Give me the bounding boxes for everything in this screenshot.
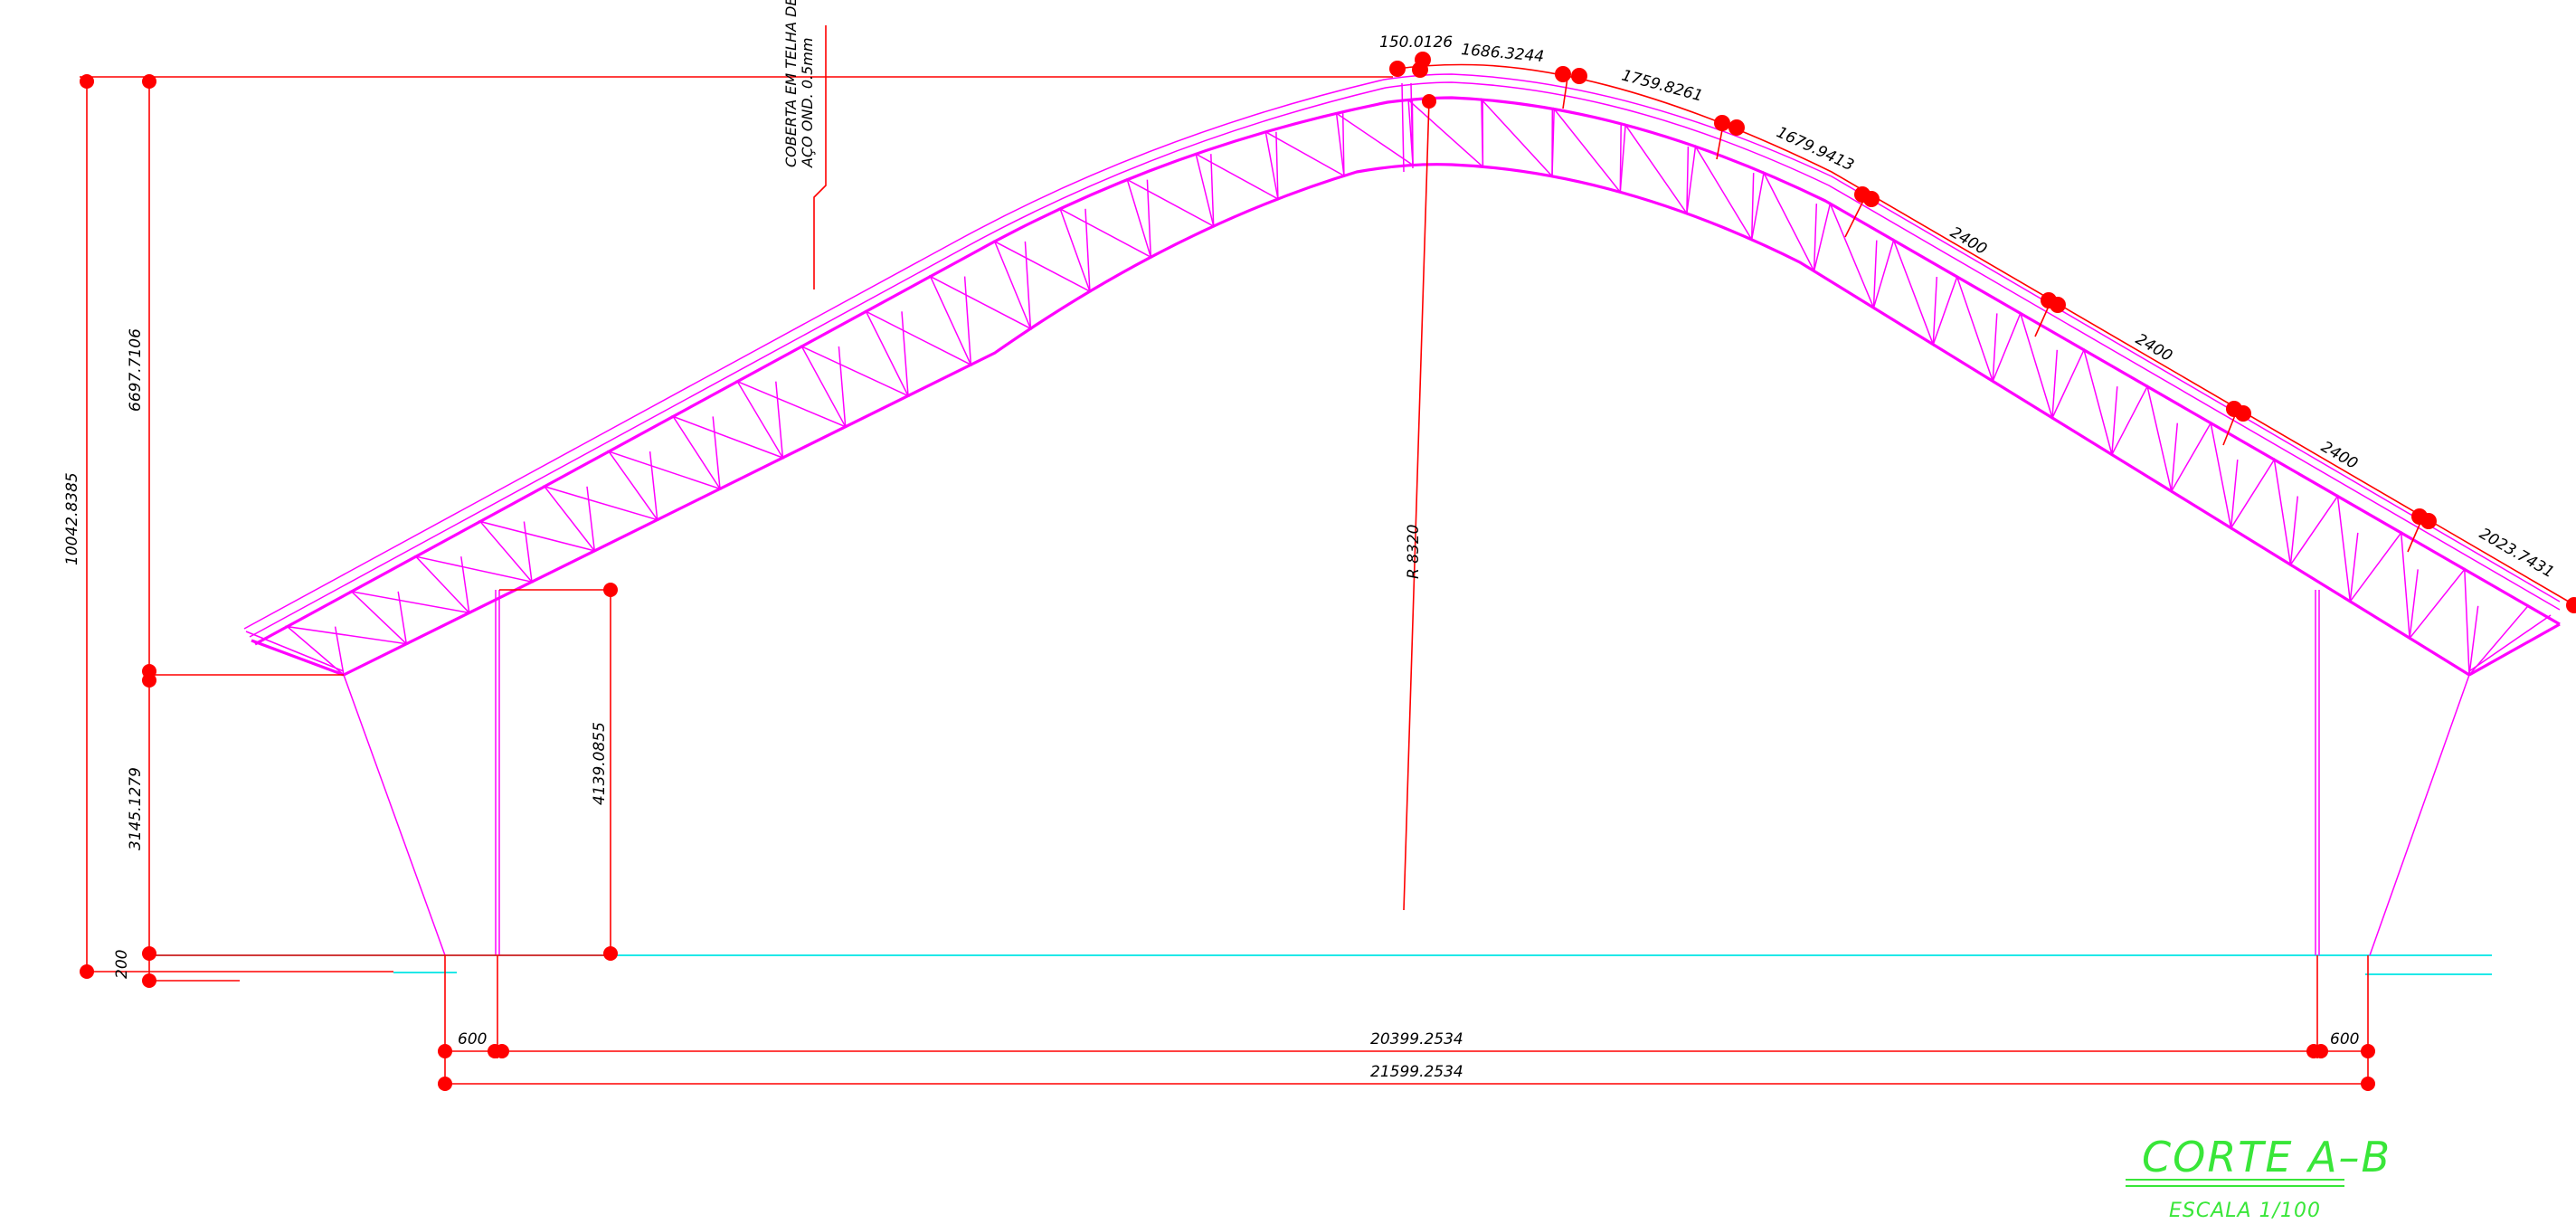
left-dimensions: 10042.8385 6697.7106 3145.1279 200: [63, 74, 1393, 988]
roof-note: COBERTA EM TELHA DE AÇO OND. 0.5mm: [782, 0, 827, 289]
section-scale: ESCALA 1/100: [2169, 1200, 2321, 1222]
truss-vertical: [2409, 569, 2419, 639]
dim-left-overhang: 600: [458, 1030, 487, 1048]
arc-seg-1: 1686.3244: [1461, 41, 1545, 66]
dim-base-offset: 200: [113, 950, 131, 979]
truss-vertical: [1024, 241, 1032, 329]
dim-total-height: 10042.8385: [63, 472, 81, 565]
truss-vertical: [1146, 179, 1152, 258]
note-line-2: AÇO OND. 0.5mm: [799, 38, 816, 168]
roof-truss: [243, 73, 2561, 677]
truss-vertical: [1341, 113, 1345, 176]
dim-upper-height: 6697.7106: [127, 328, 145, 412]
truss-vertical: [1411, 100, 1414, 166]
title-block: CORTE A–B ESCALA 1/100: [2126, 1133, 2391, 1222]
truss-vertical: [649, 451, 658, 520]
right-support: [2315, 590, 2470, 956]
truss-vertical: [712, 416, 721, 489]
truss-vertical: [838, 346, 847, 427]
truss-vertical: [2289, 496, 2299, 565]
truss-vertical: [963, 276, 972, 365]
roof-sheet-outer: [243, 73, 2561, 630]
truss-vertical: [2111, 386, 2118, 455]
truss-vertical: [1872, 240, 1878, 308]
bottom-chord: [343, 163, 2470, 677]
truss-vertical: [775, 381, 784, 459]
truss-vertical: [2468, 605, 2479, 676]
truss-vertical: [901, 311, 909, 396]
arc-seg-2: 1759.8261: [1620, 67, 1705, 106]
dim-outer-span: 21599.2534: [1370, 1063, 1463, 1081]
left-support: [343, 590, 500, 956]
truss-vertical: [1210, 154, 1215, 227]
dim-inner-span: 20399.2534: [1370, 1030, 1463, 1048]
dim-right-overhang: 600: [2330, 1030, 2359, 1048]
truss-vertical: [334, 626, 345, 676]
truss-vertical: [2230, 460, 2239, 528]
truss-vertical: [1992, 313, 1998, 382]
truss-vertical: [586, 486, 596, 551]
arc-segment-dimensions: 150.0126 1686.3244 1759.8261 1679.9413 2…: [1379, 33, 2576, 613]
truss-vertical: [1084, 208, 1091, 292]
dim-radius: R 8320: [1405, 525, 1423, 579]
column-height-dimension: 4139.0855: [499, 583, 618, 961]
truss-vertical: [1932, 276, 1938, 345]
note-line-1: COBERTA EM TELHA DE: [782, 0, 800, 167]
truss-vertical: [1750, 173, 1755, 240]
arc-seg-0: 150.0126: [1379, 33, 1453, 52]
truss-vertical: [1686, 146, 1690, 213]
truss-vertical: [2349, 532, 2359, 602]
radius-dimension: R 8320: [1403, 94, 1436, 911]
truss-vertical: [2051, 349, 2059, 419]
truss-vertical: [397, 591, 408, 644]
arc-seg-7: 2023.7431: [2477, 525, 2558, 582]
dim-column-height: 4139.0855: [591, 722, 609, 805]
truss-vertical: [1275, 131, 1279, 199]
truss-vertical: [2170, 422, 2179, 492]
roof-sheet-inner: [249, 81, 2561, 638]
top-chord: [254, 96, 2561, 646]
truss-vertical: [1813, 204, 1818, 271]
section-title: CORTE A–B: [2142, 1133, 2391, 1181]
truss-vertical: [1619, 125, 1622, 193]
arc-seg-3: 1679.9413: [1774, 123, 1857, 175]
truss-vertical: [523, 521, 533, 583]
truss-vertical: [460, 556, 470, 613]
bottom-dimensions: 600 600 20399.2534 21599.2534: [438, 955, 2375, 1091]
arc-seg-4: 2400: [1947, 223, 1990, 259]
dim-lower-height: 3145.1279: [127, 767, 145, 850]
